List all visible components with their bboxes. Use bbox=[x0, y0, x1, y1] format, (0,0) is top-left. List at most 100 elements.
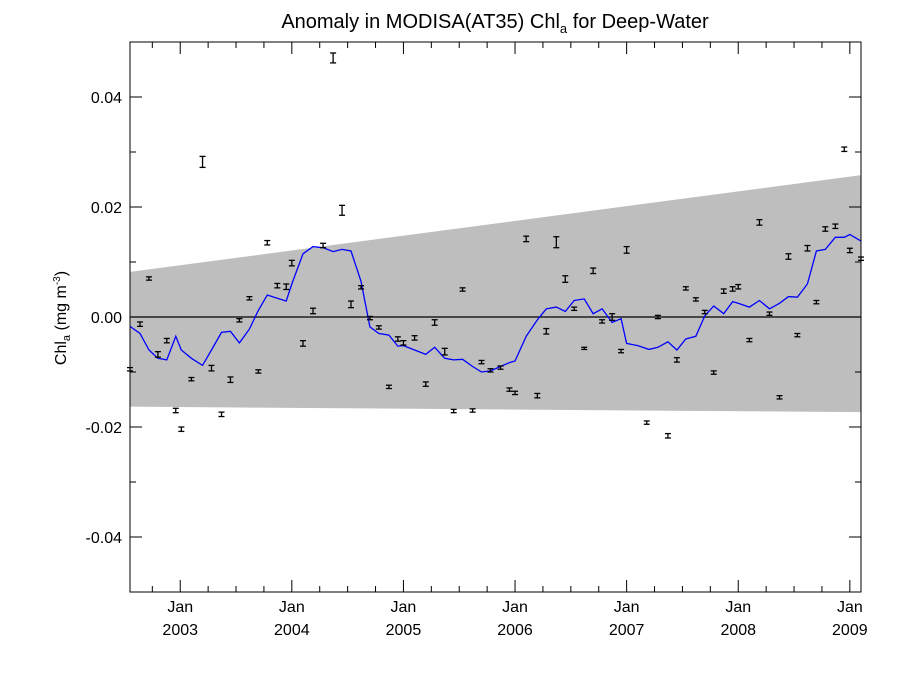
errorbar-point bbox=[478, 359, 485, 365]
errorbar-point bbox=[543, 327, 550, 335]
errorbar-point bbox=[643, 420, 650, 425]
errorbar-point bbox=[450, 408, 457, 414]
x-tick-year-label: 2009 bbox=[832, 622, 868, 639]
errorbar-point bbox=[654, 314, 661, 320]
errorbar-point bbox=[497, 365, 504, 370]
x-tick-year-label: 2003 bbox=[162, 622, 198, 639]
errorbar-point bbox=[692, 297, 699, 302]
errorbar-point bbox=[441, 347, 448, 356]
running-mean-line bbox=[129, 233, 862, 373]
y-axis-label-subscript: a bbox=[61, 334, 73, 341]
x-tick-month-label: Jan bbox=[502, 599, 528, 616]
y-axis-label-superscript: -3 bbox=[52, 276, 63, 285]
errorbar-point bbox=[599, 319, 606, 324]
errorbar-point bbox=[776, 394, 783, 400]
x-tick-year-label: 2007 bbox=[609, 622, 645, 639]
errorbar-point bbox=[154, 350, 161, 358]
errorbar-point bbox=[832, 223, 839, 230]
x-tick-month-label: Jan bbox=[614, 599, 640, 616]
x-tick-year-label: 2008 bbox=[720, 622, 756, 639]
y-axis-label-base: Chl bbox=[53, 341, 70, 365]
errorbar-point bbox=[609, 313, 616, 321]
errorbar-point bbox=[310, 307, 317, 315]
errorbar-point bbox=[822, 226, 829, 232]
y-tick-label: 0.02 bbox=[91, 200, 122, 217]
errorbar-point bbox=[394, 336, 401, 342]
errorbar-point bbox=[553, 236, 560, 249]
errorbar-point bbox=[422, 381, 429, 387]
errorbar-point bbox=[523, 235, 530, 243]
errorbar-point bbox=[339, 204, 346, 216]
errorbar-point bbox=[756, 218, 763, 226]
errorbar-point bbox=[673, 357, 680, 363]
x-tick-month-label: Jan bbox=[837, 599, 863, 616]
confidence-band bbox=[130, 175, 861, 413]
errorbar-point bbox=[581, 346, 588, 351]
errorbar-point bbox=[710, 370, 717, 375]
errorbar-point bbox=[701, 309, 708, 315]
y-axis-label-units: (mg m bbox=[53, 285, 70, 335]
y-axis-ticks: -0.04 -0.02 0.00 0.02 0.04 bbox=[86, 41, 861, 593]
errorbar-point bbox=[299, 339, 306, 347]
errorbar-point bbox=[735, 283, 742, 290]
errorbar-point bbox=[534, 392, 541, 399]
y-axis-label: Chla (mg m-3) bbox=[52, 271, 73, 365]
x-tick-month-label: Jan bbox=[167, 599, 193, 616]
errorbar-point bbox=[469, 408, 476, 413]
errorbar-point bbox=[283, 283, 290, 291]
errorbar-point bbox=[804, 244, 811, 252]
errorbar-point bbox=[562, 275, 569, 284]
errorbar-point bbox=[794, 332, 801, 338]
errorbar-point bbox=[218, 411, 225, 418]
errorbar-point bbox=[729, 286, 736, 292]
running-mean-layer bbox=[129, 233, 862, 373]
y-axis-label-close: ) bbox=[53, 271, 70, 276]
errorbar-point bbox=[813, 299, 820, 305]
errorbar-point bbox=[375, 325, 382, 330]
errorbar-point bbox=[431, 319, 438, 326]
plot-area: -0.04-0.020.000.020.04 Jan2003Jan2004Jan… bbox=[86, 41, 868, 639]
errorbar-point bbox=[623, 245, 630, 254]
errorbar-point bbox=[385, 384, 392, 390]
x-tick-month-label: Jan bbox=[391, 599, 417, 616]
y-tick-label: 0.04 bbox=[91, 90, 122, 107]
errorbar-point bbox=[145, 276, 152, 281]
errorbar-point bbox=[188, 376, 195, 382]
errorbar-point bbox=[366, 315, 373, 321]
errorbar-point bbox=[618, 348, 625, 354]
errorbar-point bbox=[227, 376, 234, 384]
errorbar-layer bbox=[127, 52, 864, 439]
errorbar-point bbox=[841, 146, 848, 153]
errorbar-point bbox=[411, 335, 418, 341]
errorbar-point bbox=[846, 247, 853, 254]
errorbar-point bbox=[664, 432, 671, 439]
errorbar-point bbox=[264, 239, 271, 246]
y-tick-label: -0.04 bbox=[86, 530, 123, 547]
errorbar-point bbox=[330, 52, 337, 64]
chart-title: Anomaly in MODISA(AT35) Chla for Deep-Wa… bbox=[281, 11, 709, 36]
y-tick-label: 0.00 bbox=[91, 310, 122, 327]
errorbar-point bbox=[288, 259, 295, 267]
x-axis-ticks: Jan 2003 Jan 2004 Jan 2005 Jan 2006 Jan 2007 Jan 20… bbox=[151, 42, 868, 639]
errorbar-point bbox=[246, 295, 253, 301]
errorbar-point bbox=[506, 387, 513, 392]
chart-title-subscript: a bbox=[560, 21, 568, 36]
errorbar-point bbox=[236, 317, 243, 323]
errorbar-point bbox=[400, 339, 407, 346]
errorbar-point bbox=[590, 267, 597, 275]
errorbar-point bbox=[571, 306, 578, 312]
errorbar-point bbox=[347, 300, 354, 309]
x-tick-year-label: 2005 bbox=[386, 622, 422, 639]
y-tick-label: -0.02 bbox=[86, 420, 123, 437]
errorbar-point bbox=[199, 155, 206, 169]
errorbar-point bbox=[746, 337, 753, 343]
errorbar-point bbox=[137, 321, 144, 328]
chart-title-suffix: for Deep-Water bbox=[567, 11, 709, 33]
errorbar-point bbox=[785, 253, 792, 260]
errorbar-point bbox=[358, 284, 365, 290]
x-tick-year-label: 2006 bbox=[497, 622, 533, 639]
errorbar-point bbox=[682, 286, 689, 291]
errorbar-point bbox=[487, 368, 494, 373]
x-tick-month-label: Jan bbox=[725, 599, 751, 616]
